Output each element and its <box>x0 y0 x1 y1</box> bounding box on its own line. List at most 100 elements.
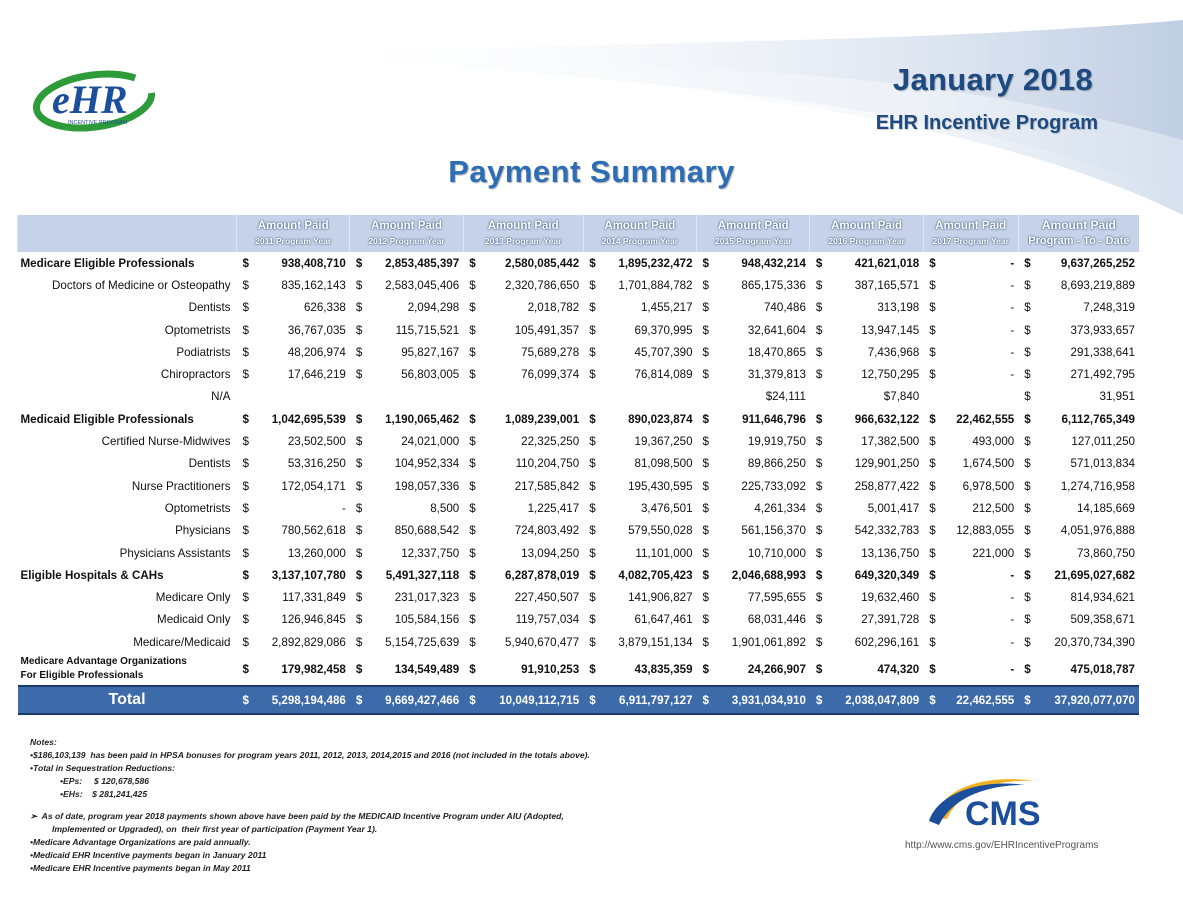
amount-cell: 18,470,865 <box>747 345 806 359</box>
amount-cell: 23,502,500 <box>287 435 346 449</box>
table-row: Medicare Advantage Organizations For Elig… <box>18 653 1140 686</box>
column-header-sub: 2013 Program Year <box>485 235 562 246</box>
amount-cell: 3,137,107,780 <box>271 568 346 582</box>
dollar-sign: $ <box>815 546 823 560</box>
cms-url[interactable]: http://www.cms.gov/EHRIncentivePrograms <box>905 840 1099 851</box>
amount-cell: 1,042,695,539 <box>271 412 346 426</box>
amount-cell: 14,185,669 <box>1076 501 1135 515</box>
dollar-sign: $ <box>589 524 596 538</box>
dollar-sign <box>583 386 605 408</box>
amount-cell: - <box>1010 591 1015 605</box>
dollar-sign: $ <box>355 524 363 538</box>
row-label: Certified Nurse-Midwives <box>101 435 231 449</box>
amount-cell: 6,978,500 <box>962 479 1015 493</box>
amount-cell: 6,112,765,349 <box>1061 412 1135 426</box>
dollar-sign: $ <box>702 435 709 449</box>
dollar-sign: $ <box>355 457 363 471</box>
table-row: Physicians Assistants $13,260,000 $12,337,… <box>18 542 1140 564</box>
amount-cell: 9,669,427,466 <box>371 685 464 716</box>
amount-cell: 8,500 <box>430 501 460 515</box>
dollar-sign: $ <box>1024 412 1031 426</box>
amount-cell: 105,584,156 <box>394 613 460 627</box>
dollar-sign: $ <box>929 301 936 315</box>
dollar-sign: $ <box>929 323 936 337</box>
dollar-sign: $ <box>355 635 363 649</box>
dollar-sign: $ <box>815 635 823 649</box>
amount-cell: 865,175,336 <box>741 278 806 292</box>
column-header-sub: 2016 Program Year <box>828 235 905 246</box>
column-header-1: Amount Paid 2012 Program Year <box>349 215 464 252</box>
dollar-sign: $ <box>702 323 709 337</box>
dollar-sign: $ <box>242 568 249 582</box>
report-month: January 2018 <box>892 62 1093 97</box>
table-row: N/A $24,111 $7,840 $31,951 <box>18 386 1140 408</box>
table-row: Optometrists $ - $8,500 $1,225,417 $3,476,501… <box>18 497 1140 519</box>
dollar-sign: $ <box>815 501 823 515</box>
dollar-sign: $ <box>929 435 936 449</box>
amount-cell: 2,892,829,086 <box>271 635 346 649</box>
amount-cell: 5,001,417 <box>867 501 920 515</box>
note-medicare-began: •Medicare EHR Incentive payments began i… <box>30 863 251 873</box>
dollar-sign: $ <box>242 368 249 382</box>
amount-cell: 110,204,750 <box>515 457 580 471</box>
table-row: Medicare Eligible Professionals $938,408,… <box>18 252 1140 274</box>
column-header-label: Amount Paid <box>831 219 903 232</box>
dollar-sign: $ <box>355 613 363 627</box>
dollar-sign: $ <box>236 685 259 716</box>
dollar-sign: $ <box>355 591 363 605</box>
amount-cell: 1,455,217 <box>640 301 693 315</box>
amount-cell: 579,550,028 <box>628 524 693 538</box>
dollar-sign: $ <box>355 501 363 515</box>
table-row: Optometrists $36,767,035 $115,715,521 $105,… <box>18 319 1140 341</box>
dollar-sign: $ <box>702 546 709 560</box>
dollar-sign: $ <box>242 662 249 676</box>
dollar-sign: $ <box>589 501 596 515</box>
amount-cell: - <box>1010 568 1015 582</box>
dollar-sign: $ <box>702 256 709 270</box>
dollar-sign: $ <box>702 591 709 605</box>
dollar-sign: $ <box>349 685 372 716</box>
dollar-sign: $ <box>589 591 596 605</box>
amount-cell: 21,695,027,682 <box>1054 568 1135 582</box>
dollar-sign: $ <box>815 368 823 382</box>
dollar-sign: $ <box>929 635 936 649</box>
row-label: Medicare Advantage Organizations For Elig… <box>18 653 237 686</box>
amount-cell: - <box>1010 345 1015 359</box>
column-header-sub: 2012 Program Year <box>368 235 445 246</box>
amount-cell: 4,261,334 <box>754 501 806 515</box>
dollar-sign: $ <box>1024 278 1031 292</box>
amount-cell: 1,190,065,462 <box>385 412 460 426</box>
amount-cell: 227,450,507 <box>514 591 580 605</box>
amount-cell: 36,767,035 <box>287 323 346 337</box>
amount-cell: 1,701,884,782 <box>618 278 693 292</box>
amount-cell: 814,934,621 <box>1070 591 1135 605</box>
amount-cell: 221,000 <box>972 546 1015 560</box>
amount-cell: 649,320,349 <box>854 568 920 582</box>
amount-cell: 5,940,670,477 <box>505 635 580 649</box>
amount-cell: 780,562,618 <box>281 524 346 538</box>
dollar-sign: $ <box>589 546 596 560</box>
amount-cell: 1,901,061,892 <box>731 635 806 649</box>
dollar-sign: $ <box>1024 435 1031 449</box>
amount-cell: 89,866,250 <box>747 457 806 471</box>
dollar-sign: $ <box>815 457 823 471</box>
amount-cell: - <box>1010 613 1015 627</box>
amount-cell: - <box>1010 635 1015 649</box>
amount-cell: 12,750,295 <box>861 368 920 382</box>
dollar-sign: $ <box>1024 613 1031 627</box>
dollar-sign: $ <box>929 412 936 426</box>
amount-cell: 4,051,976,888 <box>1060 524 1135 538</box>
dollar-sign: $ <box>242 457 249 471</box>
column-header-sub: 2011 Program Year <box>255 235 332 246</box>
amount-cell: 948,432,214 <box>741 256 806 270</box>
table-row: Medicare Only $117,331,849 $231,017,323 $22… <box>18 586 1140 608</box>
amount-cell: 105,491,357 <box>514 323 580 337</box>
table-row: Dentists $626,338 $2,094,298 $2,018,782 $1,4… <box>18 297 1140 319</box>
dollar-sign: $ <box>929 568 936 582</box>
amount-cell: 8,693,219,889 <box>1060 278 1135 292</box>
header-swoosh <box>300 20 1183 215</box>
amount-cell: 313,198 <box>877 301 920 315</box>
table-row: Physicians $780,562,618 $850,688,542 $724,8… <box>18 520 1140 542</box>
column-header-label: Amount Paid <box>371 219 442 232</box>
dollar-sign: $ <box>702 345 709 359</box>
